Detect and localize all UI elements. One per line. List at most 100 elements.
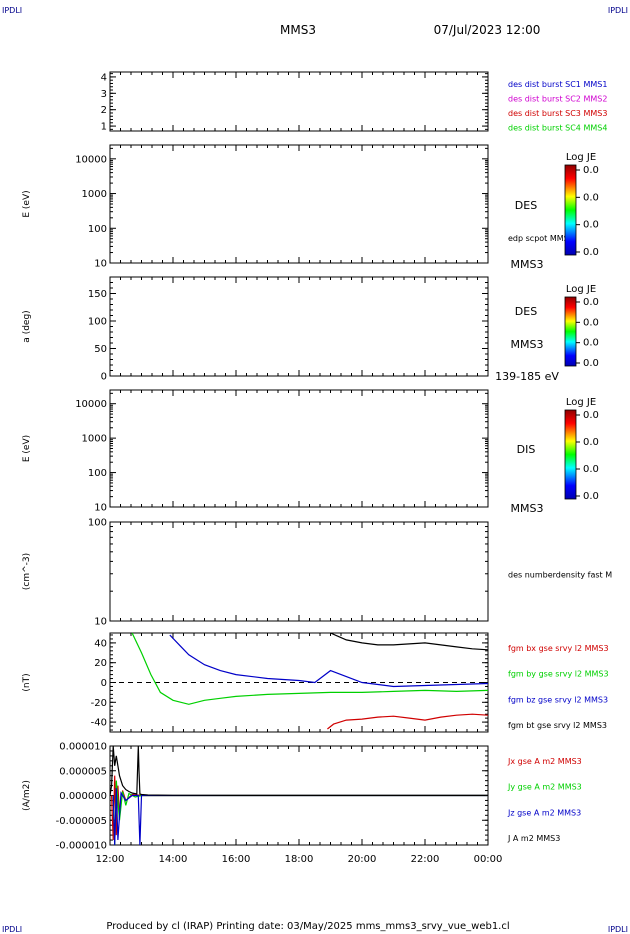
y-axis-label: E (eV) xyxy=(22,435,32,462)
legend-entry: des dist burst SC3 MMS3 xyxy=(508,109,607,118)
colorbar-title: Log JE xyxy=(566,152,596,163)
colorbar-tick-label: 0.0 xyxy=(583,317,599,328)
y-tick-label: 3 xyxy=(101,89,107,100)
panels: 1 2 3 4 des dist burst SC1 MMS1 des dist burs… xyxy=(22,71,612,866)
colorbar-tick-label: 0.0 xyxy=(583,464,599,475)
y-axis-label: (nT) xyxy=(22,673,32,691)
y-tick-label: 1000 xyxy=(82,434,107,445)
legend-entry: Jz gse A m2 MMS3 xyxy=(507,808,581,817)
y-tick-label: 2 xyxy=(101,105,107,116)
x-tick-label: 20:00 xyxy=(348,854,377,865)
y-tick-label: 150 xyxy=(88,289,107,300)
colorbar xyxy=(564,409,577,500)
y-tick-label: 50 xyxy=(94,344,107,355)
corner-label-bottom-left: IPDLI xyxy=(2,925,22,934)
colorbar-title: Log JE xyxy=(566,284,596,295)
corner-label-top-left: IPDLI xyxy=(2,6,22,15)
y-tick-label: 0.000000 xyxy=(59,791,107,802)
series-line-2 xyxy=(169,634,489,688)
panel-frame xyxy=(109,71,489,132)
spacecraft-title: MMS3 xyxy=(280,23,316,37)
y-tick-label: 10 xyxy=(94,259,107,270)
y-tick-label: -20 xyxy=(91,698,107,709)
y-tick-label: 0 xyxy=(101,678,107,689)
panel1: 1 2 3 4 des dist burst SC1 MMS1 des dist burs… xyxy=(101,71,607,133)
side-label: DES xyxy=(515,199,537,212)
y-axis-label: a (deg) xyxy=(22,310,32,342)
legend-entry: Jx gse A m2 MMS3 xyxy=(507,757,582,766)
side-label: DES xyxy=(515,305,537,318)
colorbar-tick-label: 0.0 xyxy=(583,410,599,421)
colorbar-tick-label: 0.0 xyxy=(583,358,599,369)
footer-credit: Produced by cl (IRAP) Printing date: 03/… xyxy=(106,921,509,932)
legend-entry: fgm bt gse srvy l2 MMS3 xyxy=(508,721,607,730)
y-tick-label: 1 xyxy=(101,122,107,133)
colorbar-tick-label: 0.0 xyxy=(583,437,599,448)
panel-frame xyxy=(109,521,489,622)
series-line-1 xyxy=(131,632,489,705)
colorbar-tick-label: 0.0 xyxy=(583,338,599,349)
y-tick-label: -0.000005 xyxy=(56,816,107,827)
series-line-1 xyxy=(112,780,488,846)
colorbar xyxy=(564,164,577,256)
y-tick-label: 10 xyxy=(94,617,107,628)
x-tick-label: 18:00 xyxy=(285,854,314,865)
colorbar-tick-label: 0.0 xyxy=(583,491,599,502)
side-label: 139-185 eV xyxy=(495,370,559,383)
y-axis-label: (A/m2) xyxy=(22,780,32,811)
panel-frame xyxy=(109,276,489,377)
corner-label-bottom-right: IPDLI xyxy=(608,925,628,934)
colorbar-tick-label: 0.0 xyxy=(583,297,599,308)
side-label: MMS3 xyxy=(511,338,544,351)
y-tick-label: 0 xyxy=(101,372,107,383)
colorbar-tick-label: 0.0 xyxy=(583,192,599,203)
x-tick-label: 16:00 xyxy=(222,854,251,865)
y-axis-label: (cm^-3) xyxy=(22,553,32,590)
series-line-0 xyxy=(327,713,489,730)
y-tick-label: 1000 xyxy=(82,189,107,200)
legend-entry: fgm by gse srvy l2 MMS3 xyxy=(508,670,609,679)
x-tick-label: 14:00 xyxy=(159,854,188,865)
series-line-0 xyxy=(111,775,488,841)
y-tick-label: 0.000005 xyxy=(59,766,107,777)
legend-entry: des dist burst SC4 MMS4 xyxy=(508,124,607,133)
x-tick-label: 22:00 xyxy=(411,854,440,865)
y-tick-label: 20 xyxy=(94,658,107,669)
colorbar xyxy=(564,296,577,367)
y-tick-label: -40 xyxy=(91,718,107,729)
side-label: MMS3 xyxy=(511,258,544,271)
side-label: MMS3 xyxy=(511,502,544,515)
x-tick-label: 12:00 xyxy=(96,854,125,865)
y-tick-label: 10 xyxy=(94,503,107,514)
series-line-2 xyxy=(112,788,488,846)
series-line-3 xyxy=(330,632,489,651)
panel6: -40 -20 0 20 40 (nT) fgm bx gse srvy l2 MMS3 fg… xyxy=(22,632,609,733)
side-label: DIS xyxy=(517,443,536,456)
y-tick-label: 0.000010 xyxy=(59,742,107,753)
overlay-label: edp scpot MMS3 xyxy=(508,234,574,243)
legend-entry: J A m2 MMS3 xyxy=(507,834,560,843)
y-tick-label: 4 xyxy=(101,72,107,83)
panel5: 10 100 (cm^-3) des numberdensity fast M xyxy=(22,518,612,628)
y-tick-label: 100 xyxy=(88,224,107,235)
corner-label-top-right: IPDLI xyxy=(608,6,628,15)
panel-frame xyxy=(109,144,489,264)
panel3: 0 50 100 150 a (deg) DES MMS3 139-185 eV Log JE 0… xyxy=(22,276,599,383)
legend-entry: des dist burst SC1 MMS1 xyxy=(508,80,607,89)
panel7: -0.000010 -0.000005 0.000000 0.000005 0.0000… xyxy=(22,742,582,866)
y-tick-label: 100 xyxy=(88,518,107,529)
legend-entry: Jy gse A m2 MMS3 xyxy=(507,783,582,792)
datetime-title: 07/Jul/2023 12:00 xyxy=(434,23,541,37)
legend-entry: des numberdensity fast M xyxy=(508,571,612,580)
y-tick-label: 100 xyxy=(88,317,107,328)
colorbar-tick-label: 0.0 xyxy=(583,165,599,176)
panel-frame xyxy=(109,389,489,508)
x-tick-label: 00:00 xyxy=(474,854,503,865)
y-tick-label: 10000 xyxy=(75,154,107,165)
colorbar-tick-label: 0.0 xyxy=(583,247,599,258)
y-axis-label: E (eV) xyxy=(22,190,32,217)
legend-entry: fgm bx gse srvy l2 MMS3 xyxy=(508,644,609,653)
legend-entry: des dist burst SC2 MMS2 xyxy=(508,95,607,104)
panel2: 10 100 1000 10000 E (eV) DES MMS3 edp scpot MMS… xyxy=(22,144,599,271)
